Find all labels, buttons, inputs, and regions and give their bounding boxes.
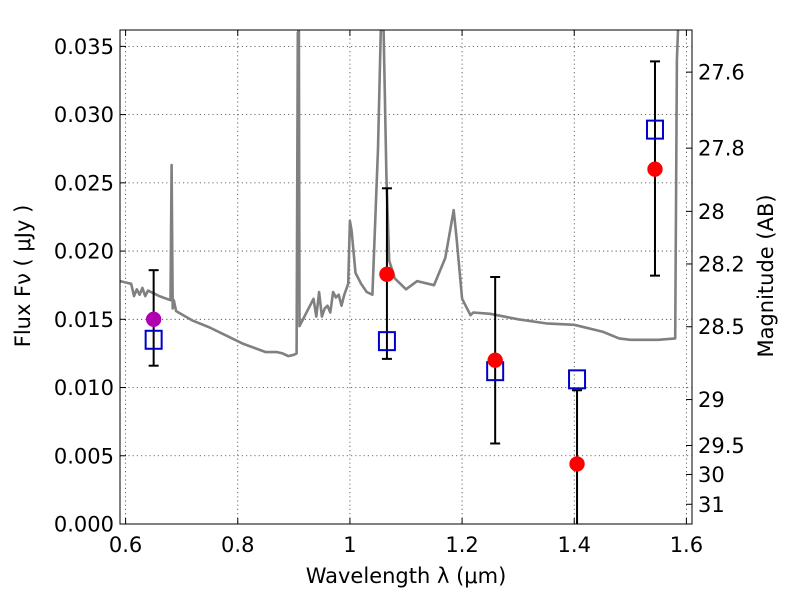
- mag-tick-label: 29: [698, 388, 725, 412]
- error-bars: [144, 60, 664, 524]
- mag-tick-label: 28.2: [698, 252, 745, 276]
- model-photometry-square: [645, 119, 664, 140]
- mag-tick-label: 27.8: [698, 137, 745, 161]
- observed-photometry-point: [379, 266, 395, 283]
- model-photometry-square: [568, 369, 587, 390]
- mag-tick-label: 28: [698, 200, 725, 224]
- y-tick-label: 0.025: [54, 171, 114, 195]
- x-tick-label: 1.6: [670, 533, 703, 557]
- mag-tick-label: 27.6: [698, 61, 745, 85]
- x-tick-label: 1: [343, 533, 356, 557]
- y-tick-label: 0.010: [54, 376, 114, 400]
- model-photometry-square: [144, 329, 163, 350]
- x-tick-label: 0.6: [109, 533, 142, 557]
- y-tick-label: 0.005: [54, 444, 114, 468]
- plot-data: [120, 30, 680, 358]
- y-tick-label: 0.015: [54, 308, 114, 332]
- plot-frame: [119, 29, 693, 525]
- x-axis-title: Wavelength λ (μm): [306, 564, 507, 588]
- mag-tick-label: 28.5: [698, 315, 745, 339]
- y-axis-title: Flux Fν ( μJy ): [11, 205, 35, 348]
- model-photometry-square: [377, 331, 396, 352]
- axis-ticks: 0.6 0.8 1 1.2 1.4 1.6 0.000 0.005 0.010 0.015 0.02…: [54, 30, 745, 557]
- observed-photometry-point: [647, 161, 663, 177]
- y-tick-label: 0.020: [54, 240, 114, 264]
- y-tick-label: 0.030: [54, 103, 114, 127]
- observed-photometry-point: [569, 456, 585, 472]
- x-tick-label: 0.8: [221, 533, 254, 557]
- observed-photometry-point: [487, 352, 503, 368]
- y-tick-label: 0.000: [54, 513, 114, 537]
- y-tick-label: 0.035: [54, 35, 114, 59]
- right-axis-title: Magnitude (AB): [754, 194, 778, 357]
- mag-tick-label: 30: [698, 463, 725, 487]
- x-tick-label: 1.2: [445, 533, 478, 557]
- mag-tick-label: 31: [698, 493, 725, 517]
- grid-lines: [120, 30, 692, 525]
- observed-photometry-point: [145, 311, 162, 328]
- mag-tick-label: 29.5: [698, 434, 745, 458]
- model-spectrum-line: [120, 30, 680, 358]
- x-tick-label: 1.4: [558, 533, 591, 557]
